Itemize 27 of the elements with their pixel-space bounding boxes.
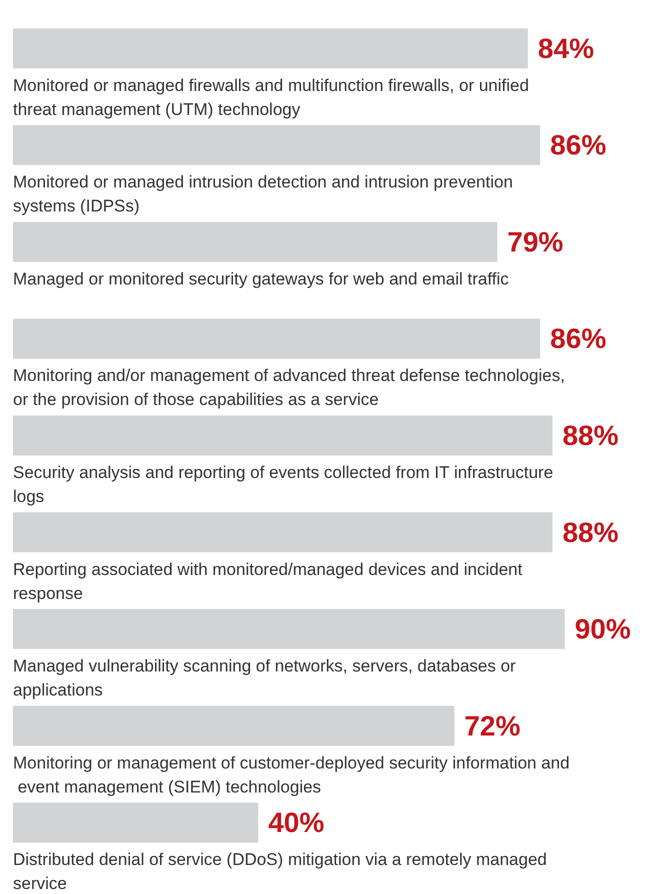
bar <box>13 609 565 650</box>
bar <box>13 28 528 68</box>
data-label: 86% <box>550 323 606 354</box>
data-label: 84% <box>538 32 594 64</box>
data-label: 90% <box>574 614 631 645</box>
y-tick-label: Security analysis and reporting of events collected from IT infrastructure logs <box>13 463 558 506</box>
bar <box>13 125 540 166</box>
bar <box>13 222 498 262</box>
bar <box>13 318 540 359</box>
y-tick-label: Monitored or managed firewalls and multifunction firewalls, or unified threat management (UTM) technology <box>13 76 534 119</box>
y-tick-label: Reporting associated with monitored/managed devices and incident response <box>13 560 528 603</box>
y-tick-label: Distributed denial of service (DDoS) mitigation via a remotely managed service <box>13 850 552 894</box>
data-label: 86% <box>550 130 606 161</box>
bar <box>13 706 454 746</box>
y-tick-label: Monitoring or management of customer-deployed security information and event management (SIEM) technologies <box>13 753 570 796</box>
y-tick-label: Managed vulnerability scanning of networks, servers, databases or applications <box>13 656 520 700</box>
bar <box>13 802 258 843</box>
y-tick-label: Managed or monitored security gateways for web and email traffic <box>13 269 510 288</box>
bar <box>13 512 552 552</box>
y-tick-label: Monitored or managed intrusion detection and intrusion prevention systems (IDPSs) <box>13 172 518 216</box>
bar <box>13 416 552 456</box>
data-label: 79% <box>507 226 564 258</box>
data-label: 88% <box>562 516 619 548</box>
data-label: 72% <box>464 710 521 742</box>
y-tick-label: Monitoring and/or management of advanced threat defense technologies, or the provision of those capabilities as a service <box>13 366 570 410</box>
data-label: 40% <box>268 807 324 838</box>
data-label: 88% <box>562 420 619 451</box>
